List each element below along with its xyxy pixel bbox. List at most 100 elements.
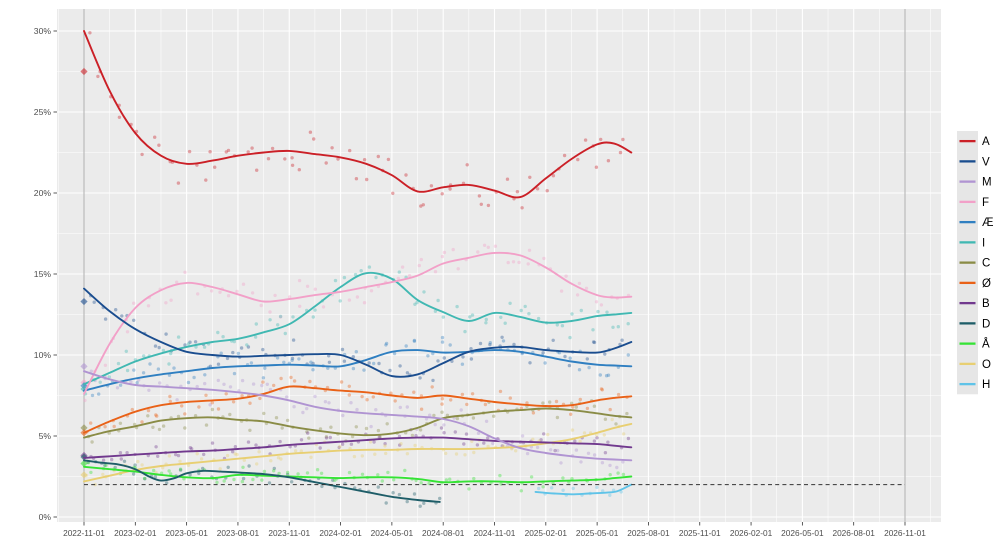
poll-point-M (260, 383, 264, 388)
poll-point-C (555, 415, 560, 420)
legend-label-F: F (982, 197, 989, 209)
poll-point-F (278, 315, 283, 319)
poll-point-A (562, 153, 567, 158)
poll-point-M (228, 385, 233, 389)
poll-point-Æ (431, 351, 435, 356)
poll-point-Å (272, 469, 276, 473)
poll-point-V (132, 318, 136, 322)
poll-point-B (414, 434, 418, 438)
poll-point-Æ (384, 343, 388, 347)
poll-point-O (413, 443, 417, 448)
poll-point-A (176, 181, 181, 185)
poll-point-Å (241, 465, 245, 469)
x-tick-label: 2023-05-01 (165, 528, 208, 538)
poll-point-A (440, 192, 444, 196)
poll-point-H (561, 488, 565, 492)
poll-point-Ø (470, 392, 475, 396)
poll-point-D (122, 459, 127, 463)
poll-point-I (202, 345, 207, 349)
poll-point-C (161, 424, 166, 428)
poll-point-B (154, 445, 158, 449)
poll-point-Æ (440, 340, 445, 344)
poll-point-B (337, 445, 341, 450)
poll-point-Å (260, 478, 264, 482)
poll-point-C (324, 435, 329, 439)
poll-point-F (400, 265, 405, 269)
poll-point-Ø (231, 400, 236, 404)
poll-point-V (367, 361, 371, 365)
poll-point-V (398, 364, 402, 368)
poll-point-V (461, 355, 465, 359)
poll-point-A (465, 163, 469, 167)
poll-point-V (488, 342, 492, 347)
poll-point-Å (305, 471, 310, 475)
poll-point-A (354, 177, 359, 181)
poll-point-F (506, 260, 510, 265)
poll-point-Ø (112, 424, 116, 429)
poll-point-F (542, 256, 546, 261)
poll-point-C (592, 404, 597, 408)
poll-point-Å (529, 475, 534, 479)
poll-point-M (556, 448, 560, 453)
poll-point-B (377, 435, 381, 439)
poll-point-I (508, 301, 512, 305)
poll-point-B (233, 445, 238, 449)
poll-point-Æ (404, 344, 408, 348)
poll-point-V (164, 332, 168, 336)
poll-point-O (136, 459, 140, 464)
poll-point-H (550, 486, 554, 490)
poll-point-B (595, 436, 599, 440)
poll-point-B (592, 439, 597, 443)
poll-point-Æ (351, 366, 356, 371)
poll-point-M (579, 460, 583, 464)
poll-point-Æ (440, 335, 445, 340)
poll-point-F (451, 247, 455, 252)
poll-point-M (251, 382, 256, 386)
poll-point-V (225, 356, 230, 361)
poll-point-F (527, 248, 532, 252)
y-tick-label: 10% (34, 350, 52, 360)
poll-point-V (183, 343, 187, 347)
poll-point-Å (467, 487, 471, 491)
poll-point-D (153, 475, 158, 479)
legend-label-B: B (982, 298, 990, 310)
poll-point-Æ (577, 368, 582, 372)
x-tick-label: 2023-08-01 (217, 528, 260, 538)
poll-point-M (129, 380, 133, 384)
poll-point-V (120, 314, 124, 318)
poll-point-F (250, 291, 255, 295)
poll-point-C (228, 412, 232, 417)
poll-point-F (288, 295, 292, 299)
poll-point-O (531, 437, 535, 441)
poll-point-Å (541, 485, 545, 489)
poll-point-I (125, 368, 130, 373)
trend-line-F (83, 251, 633, 395)
poll-point-Ø (204, 393, 208, 397)
poll-point-I (367, 265, 372, 269)
poll-point-V (567, 363, 572, 368)
poll-point-A (140, 152, 144, 157)
poll-point-Æ (90, 393, 95, 398)
poll-point-D (405, 499, 409, 504)
poll-point-I (463, 329, 467, 334)
poll-point-V (342, 359, 347, 363)
poll-point-Å (347, 470, 352, 475)
poll-point-Ø (240, 394, 244, 398)
poll-point-Æ (587, 365, 591, 370)
legend-label-Æ: Æ (982, 217, 994, 229)
poll-point-A (270, 146, 275, 151)
poll-point-Æ (249, 361, 254, 365)
poll-point-Ø (412, 390, 416, 394)
poll-point-C (614, 422, 618, 426)
poll-point-Ø (168, 394, 172, 399)
poll-point-F (407, 274, 412, 278)
poll-point-V (114, 308, 118, 312)
poll-point-V (188, 340, 192, 344)
poll-point-Ø (224, 392, 228, 396)
x-tick-label: 2025-11-01 (679, 528, 721, 538)
poll-point-F (347, 298, 352, 302)
poll-point-M (355, 407, 359, 412)
poll-point-Ø (616, 392, 621, 397)
poll-point-A (312, 137, 316, 141)
poll-point-F (218, 290, 222, 294)
